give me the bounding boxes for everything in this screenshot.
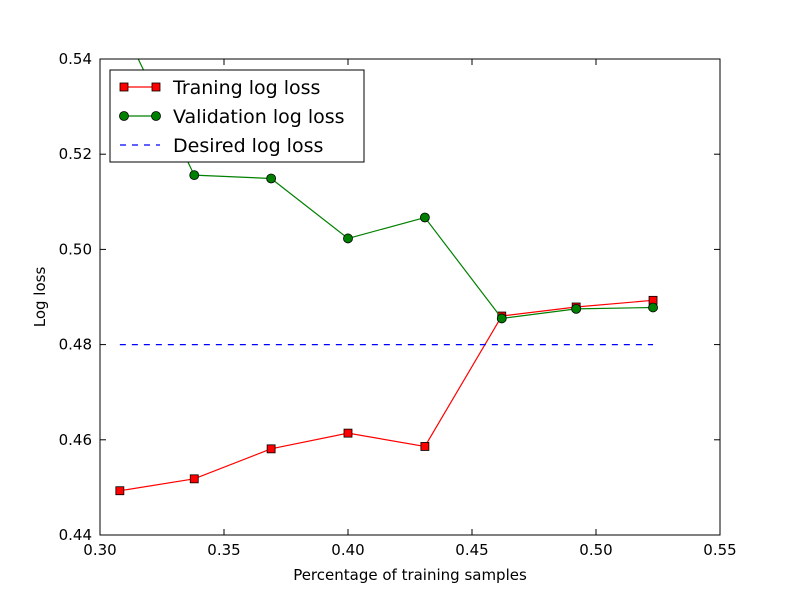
x-tick-label: 0.35: [207, 541, 240, 559]
legend-swatch-marker: [119, 111, 129, 121]
legend-swatch-marker: [119, 82, 129, 92]
legend-label: Validation log loss: [173, 106, 345, 128]
series-2-point: [419, 212, 430, 223]
y-axis-title: Log loss: [31, 267, 49, 328]
series-2-point: [496, 313, 507, 324]
x-tick-label: 0.40: [331, 541, 364, 559]
series-2: [115, 16, 658, 324]
series-2-point: [571, 303, 582, 314]
series-2-point: [266, 173, 277, 184]
series-2-point: [648, 302, 658, 313]
legend-item: Desired log loss: [120, 135, 323, 157]
x-tick-label: 0.30: [83, 541, 116, 559]
series-1-point: [343, 428, 353, 438]
legend: Traning log loss Validation log loss Desir…: [109, 69, 365, 163]
legend-swatch-marker: [151, 111, 161, 121]
legend-item: Traning log loss: [119, 77, 320, 99]
y-tick-label: 0.52: [59, 145, 92, 163]
x-tick-label: 0.45: [455, 541, 488, 559]
tick-layer: 0.30 0.35 0.40 0.45 0.50 0.55 0.44 0.46 0.48 0.50…: [59, 50, 737, 559]
x-tick-label: 0.50: [579, 541, 612, 559]
series-2-point: [189, 170, 200, 181]
series-2-point: [343, 233, 353, 244]
legend-label: Desired log loss: [173, 135, 323, 157]
y-tick-label: 0.48: [59, 336, 92, 354]
series-1-point: [266, 444, 276, 454]
legend-label: Traning log loss: [172, 77, 320, 99]
series-2-line: [137, 59, 654, 320]
series-1-point: [115, 486, 125, 496]
plot-frame: [99, 58, 721, 536]
y-tick-label: 0.50: [59, 240, 92, 258]
x-axis-title: Percentage of training samples: [293, 566, 527, 584]
series-1-line: [119, 299, 654, 492]
series-1-point: [420, 442, 430, 451]
series-1-point: [189, 474, 199, 484]
y-tick-label: 0.44: [59, 526, 92, 544]
x-tick-label: 0.55: [703, 541, 736, 559]
series-2-point: [115, 16, 124, 25]
legend-item: Validation log loss: [119, 106, 345, 128]
y-tick-label: 0.46: [59, 431, 92, 449]
series-layer: [115, 16, 658, 496]
y-tick-label: 0.54: [59, 50, 92, 68]
legend-swatch-marker: [151, 82, 161, 92]
